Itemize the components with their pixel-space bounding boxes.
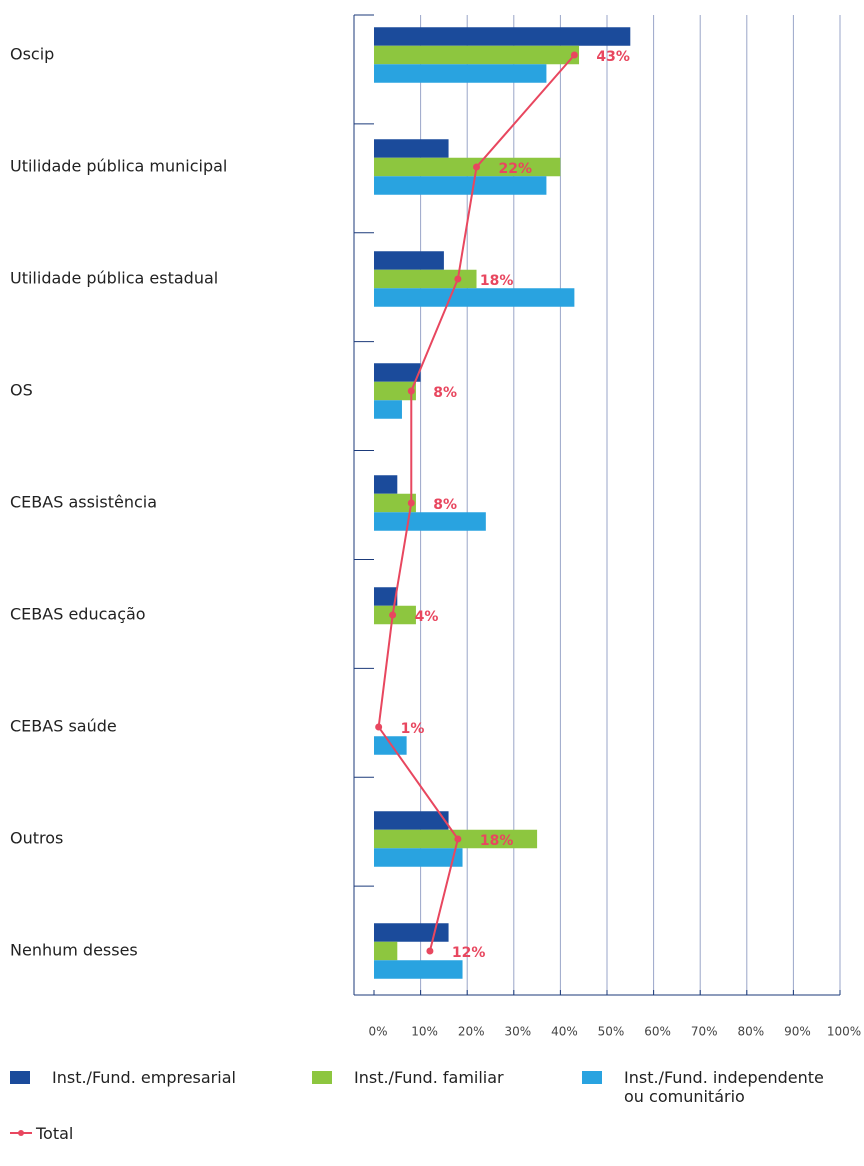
x-tick-label: 60% bbox=[644, 1025, 671, 1039]
x-tick-label: 70% bbox=[691, 1025, 718, 1039]
category-label: Outros bbox=[10, 829, 63, 848]
value-label: 4% bbox=[415, 609, 439, 625]
x-tick-label: 0% bbox=[368, 1025, 387, 1039]
total-point bbox=[454, 275, 462, 283]
x-tick-label: 90% bbox=[784, 1025, 811, 1039]
x-tick-label: 30% bbox=[504, 1025, 531, 1039]
category-label: Utilidade pública estadual bbox=[10, 269, 218, 288]
legend-swatch bbox=[582, 1071, 602, 1084]
bar bbox=[374, 176, 547, 195]
x-tick-label: 20% bbox=[458, 1025, 485, 1039]
category-label: Oscip bbox=[10, 45, 54, 64]
bar bbox=[374, 27, 631, 46]
category-label: Nenhum desses bbox=[10, 941, 138, 960]
bar bbox=[374, 923, 449, 942]
category-label: CEBAS assistência bbox=[10, 493, 157, 512]
bar bbox=[374, 811, 449, 830]
x-tick-label: 40% bbox=[551, 1025, 578, 1039]
total-point bbox=[375, 723, 383, 731]
legend-dot bbox=[18, 1130, 24, 1136]
bar bbox=[374, 512, 486, 531]
legend-swatch bbox=[10, 1130, 32, 1136]
total-point bbox=[389, 611, 397, 619]
bar bbox=[374, 848, 463, 867]
total-point bbox=[473, 163, 481, 171]
bar bbox=[374, 475, 398, 494]
legend-label: Inst./Fund. independente ou comunitário bbox=[624, 1068, 824, 1106]
bar bbox=[374, 941, 398, 961]
value-label: 18% bbox=[480, 273, 514, 289]
bar bbox=[374, 736, 407, 755]
bar bbox=[374, 45, 580, 65]
bar bbox=[374, 587, 398, 606]
total-point bbox=[407, 499, 415, 507]
category-label: CEBAS educação bbox=[10, 605, 146, 624]
value-label: 43% bbox=[596, 49, 630, 65]
bar bbox=[374, 251, 444, 270]
category-label: Utilidade pública municipal bbox=[10, 157, 227, 176]
legend-label: Inst./Fund. empresarial bbox=[52, 1068, 236, 1087]
bar bbox=[374, 960, 463, 979]
total-point bbox=[407, 387, 415, 395]
value-label: 18% bbox=[480, 833, 514, 849]
value-label: 12% bbox=[452, 945, 486, 961]
value-label: 22% bbox=[499, 161, 533, 177]
bar bbox=[374, 363, 421, 382]
bar bbox=[374, 269, 477, 289]
legend-label: Total bbox=[36, 1124, 74, 1143]
category-label: CEBAS saúde bbox=[10, 717, 117, 736]
bar bbox=[374, 381, 416, 401]
bar bbox=[374, 493, 416, 513]
bar bbox=[374, 288, 575, 307]
x-tick-label: 50% bbox=[598, 1025, 625, 1039]
value-label: 1% bbox=[401, 721, 425, 737]
legend-swatch bbox=[10, 1071, 30, 1084]
value-label: 8% bbox=[433, 385, 457, 401]
x-tick-label: 80% bbox=[737, 1025, 764, 1039]
value-label: 8% bbox=[433, 497, 457, 513]
bar bbox=[374, 139, 449, 158]
bar bbox=[374, 157, 561, 177]
legend-label: Inst./Fund. familiar bbox=[354, 1068, 504, 1087]
chart: 0% 10% 20% 30% 40% 50% 60% 70% 80% 90% 100% Oscip Ut… bbox=[10, 14, 861, 1039]
total-point bbox=[570, 51, 578, 59]
category-label: OS bbox=[10, 381, 33, 400]
legend-swatch bbox=[312, 1071, 332, 1084]
bar bbox=[374, 64, 547, 83]
x-tick-label: 10% bbox=[411, 1025, 438, 1039]
total-point bbox=[454, 835, 462, 843]
bar bbox=[374, 400, 402, 419]
x-tick-label: 100% bbox=[827, 1025, 861, 1039]
total-point bbox=[426, 947, 434, 955]
